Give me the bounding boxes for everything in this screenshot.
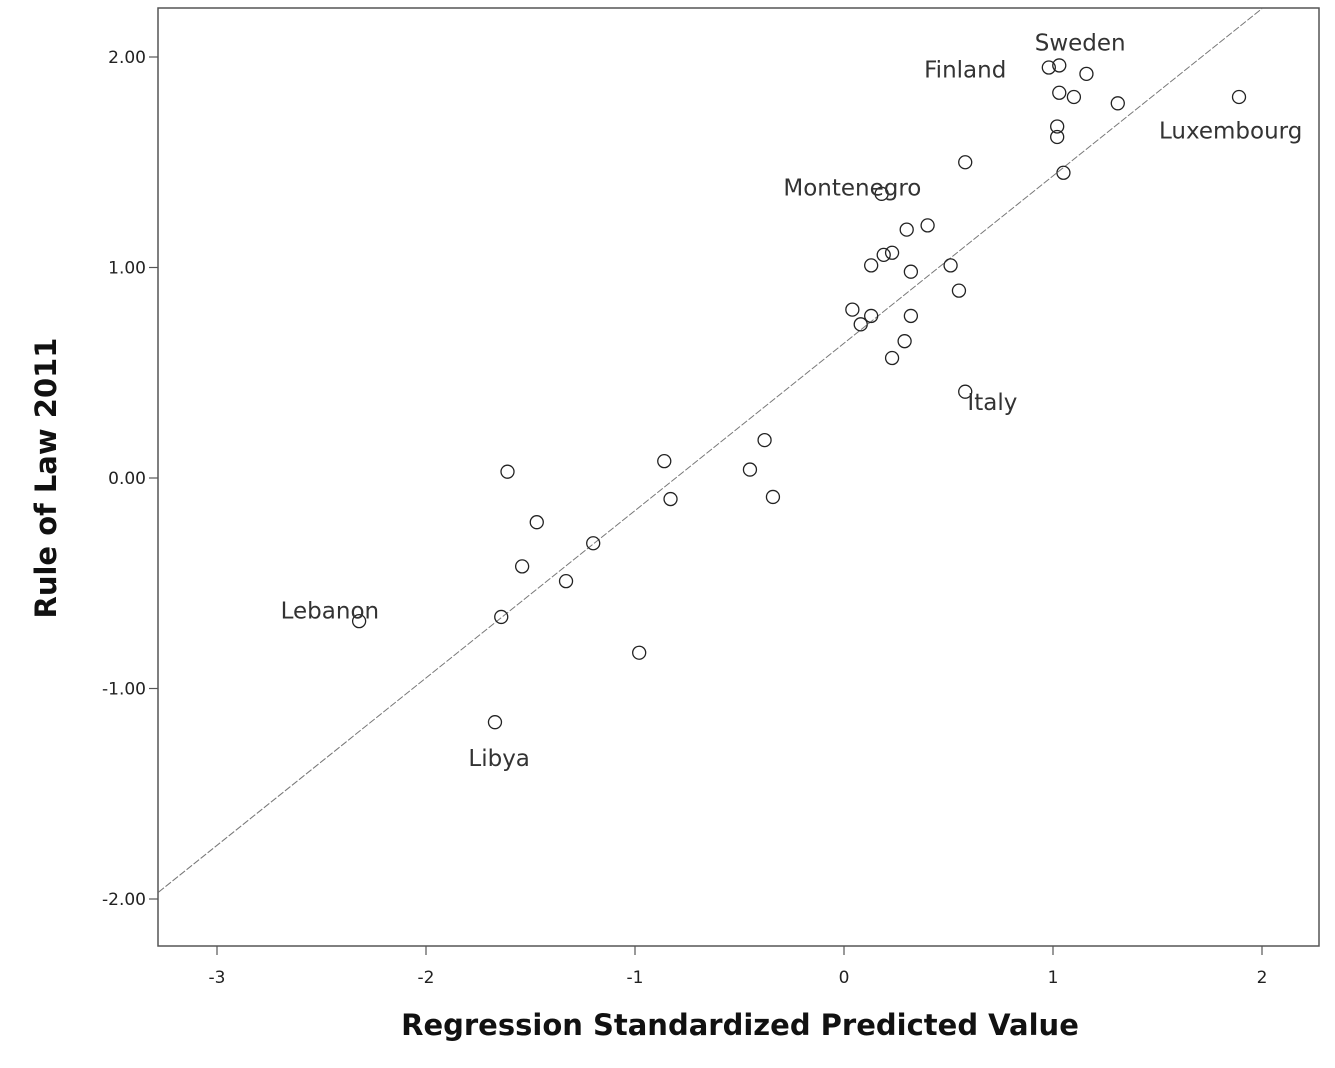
data-point: [897, 334, 912, 349]
data-point: [903, 308, 919, 324]
y-tick-label: 2.00: [108, 48, 146, 68]
data-point: [657, 454, 672, 469]
data-point: [558, 573, 574, 589]
data-point: [632, 645, 647, 660]
data-point: [943, 258, 958, 273]
data-point: [845, 302, 860, 317]
y-tick-label: 1.00: [108, 259, 146, 279]
y-axis-title: Rule of Law 2011: [29, 338, 63, 619]
data-point: [884, 350, 900, 366]
data-point: [351, 613, 367, 629]
data-point: [765, 489, 781, 505]
data-point: [514, 559, 530, 574]
data-point: [1050, 129, 1065, 145]
data-point: [757, 432, 772, 448]
data-point: [920, 218, 935, 233]
data-point: [958, 155, 973, 170]
y-tick-label: -2.00: [102, 890, 146, 910]
data-point: [853, 317, 868, 332]
data-point: [1231, 89, 1247, 105]
data-point: [884, 245, 900, 260]
x-tick-label: 0: [839, 968, 850, 988]
data-point: [494, 609, 509, 625]
data-point: [1041, 60, 1056, 75]
data-point: [1050, 119, 1065, 134]
data-point: [500, 464, 515, 479]
x-tick-label: -1: [627, 968, 644, 988]
data-points: [351, 58, 1247, 730]
data-point: [1079, 66, 1094, 81]
data-point: [874, 186, 889, 201]
data-point: [1110, 96, 1125, 111]
point-label: Libya: [468, 746, 530, 772]
data-point: [876, 247, 891, 263]
point-label: Lebanon: [281, 599, 379, 625]
data-point: [1056, 165, 1071, 180]
data-point: [742, 462, 758, 477]
x-tick-label: -3: [209, 968, 226, 988]
point-label: Luxembourg: [1159, 119, 1302, 145]
x-axis-title: Regression Standardized Predicted Value: [401, 1008, 1079, 1042]
data-point: [663, 491, 678, 507]
data-point: [899, 222, 914, 237]
data-point: [1052, 85, 1067, 100]
point-label: Montenegro: [783, 176, 921, 202]
data-point: [1066, 89, 1082, 105]
y-tick-label: 0.00: [108, 469, 146, 489]
data-point: [586, 536, 601, 551]
data-point: [951, 283, 967, 298]
plot-frame: [157, 7, 1320, 947]
data-point: [903, 264, 919, 279]
fit-line-layer: [158, 8, 1263, 893]
regression-fit-line: [158, 8, 1263, 893]
data-point: [1052, 58, 1067, 73]
data-point: [864, 308, 879, 324]
axis-ticks: -3 -2 -1 0 1 2 2.00 1.00 0.00 -1.00 -2.00: [102, 48, 1267, 988]
x-tick-label: -2: [418, 968, 435, 988]
data-point: [958, 384, 973, 399]
point-label: Sweden: [1035, 30, 1126, 56]
point-label: Finland: [924, 58, 1006, 84]
data-point: [529, 515, 544, 530]
x-tick-label: 2: [1257, 968, 1268, 988]
y-tick-label: -1.00: [102, 680, 146, 700]
data-point: [487, 715, 503, 730]
point-label: Italy: [967, 390, 1017, 416]
point-annotations: Sweden Finland Luxembourg Montenegro Italy Le…: [281, 30, 1303, 772]
x-tick-label: 1: [1048, 968, 1059, 988]
data-point: [864, 258, 879, 273]
